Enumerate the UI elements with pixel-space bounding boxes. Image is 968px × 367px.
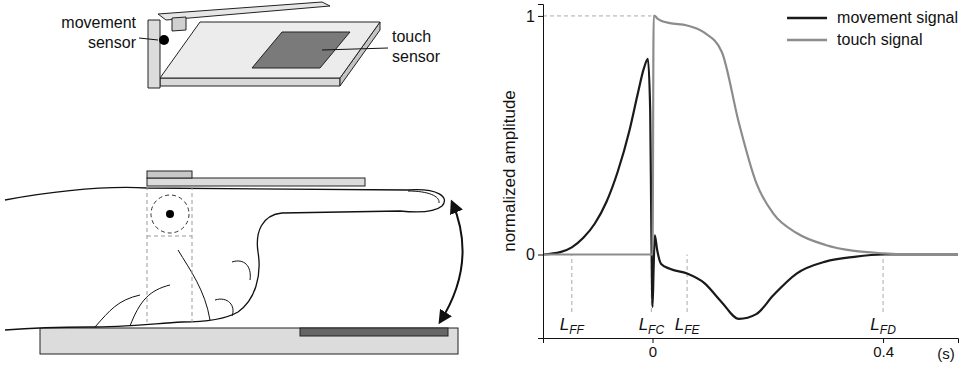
y-tick-label: 1 xyxy=(526,8,535,25)
post xyxy=(148,20,160,88)
legend: movement signal touch signal xyxy=(787,9,958,48)
legend-swatch xyxy=(787,39,827,42)
annotation-letter: L xyxy=(675,315,684,334)
movement-sensor-label: movement sensor xyxy=(61,14,136,51)
sensor-block xyxy=(147,171,192,178)
x-axis: 00.4 xyxy=(544,338,959,360)
label-line: touch xyxy=(392,28,431,45)
finger-fold xyxy=(95,285,170,327)
legend-swatch xyxy=(787,17,827,20)
annotation-label: LFD xyxy=(870,315,896,337)
annotation-subscript: FE xyxy=(684,323,700,337)
annotation-label: LFE xyxy=(675,315,701,337)
legend-item: touch signal xyxy=(787,31,922,48)
top-bar xyxy=(147,178,365,186)
label-line: movement xyxy=(61,14,136,31)
guide-line xyxy=(543,15,651,16)
y-tick-label: 0 xyxy=(526,246,535,263)
x-axis-line xyxy=(544,339,959,344)
annotations: LFFLFCLFELFD xyxy=(559,255,897,338)
y-axis-line xyxy=(538,5,544,339)
legend-label: touch signal xyxy=(837,31,922,48)
annotation-subscript: FD xyxy=(880,323,896,337)
annotation-letter: L xyxy=(870,315,879,334)
annotation-guide xyxy=(571,255,572,313)
x-tick-label: 0.4 xyxy=(873,343,894,360)
guide-line xyxy=(192,186,193,322)
joint-circle xyxy=(151,195,189,233)
label-patch xyxy=(638,315,666,337)
label-patch xyxy=(869,315,897,337)
leader-line xyxy=(139,38,158,40)
base-plate xyxy=(40,328,458,354)
y-tick: 1 xyxy=(526,8,543,25)
series-line xyxy=(543,59,958,319)
annotation-guide xyxy=(883,255,884,313)
annotation-label: LFC xyxy=(639,315,665,337)
x-axis-title: (s) xyxy=(937,345,955,362)
leader-line xyxy=(322,48,388,50)
joint-dot xyxy=(166,210,174,218)
x-tick: 0 xyxy=(649,338,657,360)
y-tick-mark xyxy=(538,255,543,256)
finger-fold xyxy=(178,250,250,320)
y-tick-mark xyxy=(538,16,543,17)
plate-front xyxy=(160,78,340,86)
annotation-letter: L xyxy=(560,315,569,334)
chart: LFFLFCLFELFD00.401(s)normalized amplitud… xyxy=(500,5,959,363)
x-tick-label: 0 xyxy=(649,343,657,360)
y-tick: 0 xyxy=(526,246,543,263)
figure: movementsensortouchsensorLFFLFCLFELFD00.… xyxy=(0,0,968,367)
y-axis-title: normalized amplitude xyxy=(500,90,519,252)
legend-label: movement signal xyxy=(837,9,958,26)
touch-sensor-label: touch sensor xyxy=(392,28,441,65)
legend-item: movement signal xyxy=(787,9,958,26)
guides xyxy=(543,15,651,16)
plate-top xyxy=(160,22,380,78)
finger-outline xyxy=(5,188,444,331)
device xyxy=(148,2,380,88)
annotation-subscript: FF xyxy=(569,323,584,337)
annotation-label: LFF xyxy=(560,315,585,337)
label-patch xyxy=(559,315,586,337)
finger-scene xyxy=(5,171,463,354)
guide-line xyxy=(147,186,148,322)
x-tick: 0.4 xyxy=(873,338,894,360)
touch-pad xyxy=(300,328,448,336)
label-line: sensor xyxy=(392,48,441,65)
movement-sensor-dot xyxy=(159,35,169,45)
diagram: movement sensor touch sensor xyxy=(5,2,463,354)
y-axis: 01 xyxy=(526,5,543,339)
label-line: sensor xyxy=(88,34,137,51)
series-line xyxy=(543,16,958,255)
block xyxy=(172,17,186,31)
plot-area xyxy=(543,16,958,319)
annotation-subscript: FC xyxy=(648,323,664,337)
motion-arrow xyxy=(440,202,463,322)
annotation-letter: L xyxy=(639,315,648,334)
nail xyxy=(408,191,439,203)
annotation-guide xyxy=(687,255,688,313)
guide-line xyxy=(147,236,192,237)
label-patch xyxy=(674,315,702,337)
